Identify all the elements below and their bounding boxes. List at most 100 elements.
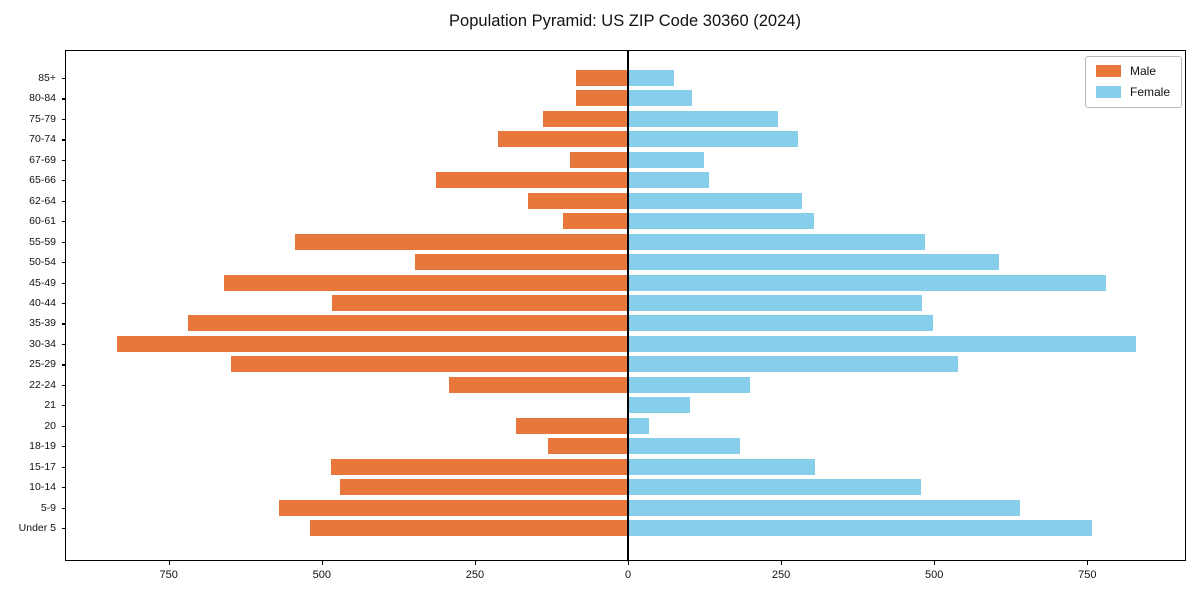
y-tick-mark: [62, 446, 66, 448]
x-tick-label: 250: [465, 569, 485, 581]
female-bar: [628, 458, 815, 475]
y-tick-mark: [62, 241, 66, 243]
y-tick-label: 30-34: [29, 337, 56, 350]
female-bar: [628, 192, 802, 209]
x-tick-mark: [628, 560, 630, 565]
legend-entry-male: Male: [1095, 64, 1170, 78]
y-tick-mark: [62, 527, 66, 530]
plot-area: Male Female 85+ 80-84 75-79 70-74 67-69 65-66…: [19, 50, 1186, 581]
female-bar: [628, 70, 674, 86]
male-bar: [435, 172, 628, 189]
y-tick-label: 40-44: [29, 296, 56, 309]
y-tick-label: 15-17: [29, 460, 56, 473]
female-bar: [628, 90, 693, 107]
male-bar: [223, 274, 628, 291]
male-bar: [414, 254, 628, 271]
y-tick-mark: [62, 466, 66, 468]
y-tick-label: 22-24: [29, 378, 56, 391]
legend-label-male: Male: [1129, 64, 1156, 78]
y-tick-mark: [62, 118, 66, 121]
male-bar: [330, 458, 628, 475]
y-tick-mark: [62, 507, 66, 509]
y-tick-mark: [62, 139, 66, 141]
y-tick-label: Under 5: [18, 521, 56, 534]
male-bar: [295, 233, 628, 250]
male-bar: [569, 151, 628, 168]
x-tick-label: 500: [925, 569, 944, 581]
x-tick-mark: [934, 560, 936, 565]
y-tick-label: 65-66: [29, 174, 56, 187]
y-tick-mark: [62, 159, 66, 161]
x-tick-mark: [168, 560, 170, 565]
male-bar: [528, 192, 628, 209]
female-bar: [628, 315, 933, 332]
female-swatch-icon: [1095, 86, 1121, 98]
chart-title: Population Pyramid: US ZIP Code 30360 (2…: [449, 12, 801, 30]
x-tick-label: 750: [159, 569, 178, 581]
x-tick-mark: [474, 560, 477, 565]
x-tick-mark: [321, 560, 323, 565]
y-tick-mark: [62, 98, 66, 100]
center-axis-line: [627, 51, 629, 560]
x-tick-label: 750: [1078, 569, 1097, 581]
y-tick-mark: [62, 262, 66, 264]
y-tick-label: 70-74: [29, 133, 56, 146]
y-tick-mark: [62, 78, 66, 80]
x-tick-label: 0: [624, 569, 632, 581]
female-bar: [628, 438, 741, 455]
y-tick-label: 21: [44, 399, 56, 412]
male-bar: [575, 90, 628, 107]
legend: Male Female: [1084, 56, 1182, 108]
y-tick-label: 60-61: [29, 215, 56, 228]
male-bar: [332, 294, 628, 311]
male-bar: [310, 519, 628, 536]
male-bar: [547, 438, 628, 455]
y-tick-mark: [62, 323, 66, 325]
male-bar: [448, 376, 628, 393]
female-bar: [628, 519, 1093, 536]
y-tick-mark: [62, 180, 66, 182]
y-tick-label: 18-19: [29, 440, 56, 453]
female-bar: [628, 294, 922, 311]
y-tick-mark: [62, 343, 66, 346]
female-bar: [628, 274, 1106, 291]
male-bar: [278, 499, 628, 516]
y-tick-mark: [62, 200, 66, 202]
female-bar: [628, 233, 925, 250]
female-bar: [628, 110, 779, 127]
y-tick-label: 35-39: [29, 317, 56, 330]
y-tick-label: 25-29: [29, 358, 56, 371]
y-tick-label: 5-9: [40, 501, 56, 514]
x-tick-mark: [781, 560, 783, 565]
y-tick-mark: [62, 405, 66, 407]
male-bar: [230, 356, 628, 373]
male-swatch-icon: [1095, 65, 1121, 77]
y-tick-label: 55-59: [29, 235, 56, 248]
female-bar: [628, 131, 798, 148]
y-tick-label: 10-14: [29, 481, 56, 494]
x-tick-label: 250: [771, 569, 791, 581]
male-bar: [542, 110, 628, 127]
y-tick-label: 45-49: [29, 276, 56, 289]
male-bar: [498, 131, 628, 148]
female-bar: [628, 499, 1020, 516]
y-tick-label: 20: [44, 419, 56, 432]
female-bar: [628, 213, 815, 230]
x-tick-label: 500: [312, 569, 331, 581]
female-bar: [628, 254, 999, 271]
female-bar: [628, 376, 751, 393]
y-tick-mark: [62, 384, 66, 386]
male-bar: [515, 417, 628, 434]
y-tick-mark: [62, 302, 66, 305]
x-tick-mark: [1087, 560, 1089, 565]
female-bar: [628, 172, 710, 189]
y-tick-mark: [62, 364, 66, 366]
legend-label-female: Female: [1129, 85, 1170, 99]
y-tick-mark: [62, 425, 66, 427]
male-bar: [340, 479, 628, 496]
female-bar: [628, 356, 959, 373]
male-bar: [563, 213, 628, 230]
y-tick-mark: [62, 487, 66, 489]
female-bar: [628, 479, 922, 496]
